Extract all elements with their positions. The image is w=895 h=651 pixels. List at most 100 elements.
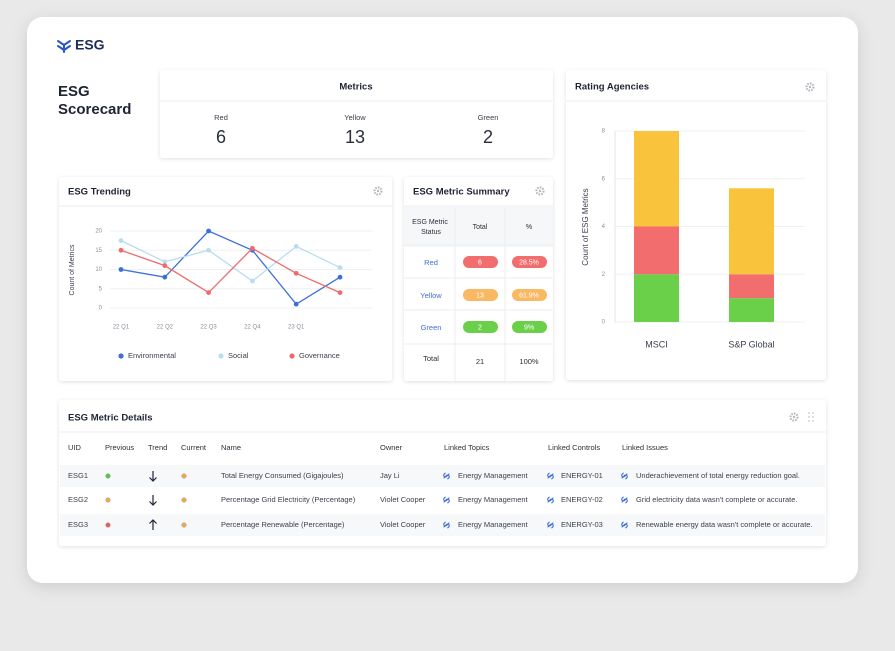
metric-name: Total Energy Consumed (Gigajoules) <box>221 471 344 480</box>
linked-control: ENERGY-01 <box>561 471 603 480</box>
link-icon-part <box>547 496 554 502</box>
linked-issue: Grid electricity data wasn't complete or… <box>636 495 798 504</box>
link-icon-part <box>547 521 554 527</box>
drag-handle <box>808 412 810 414</box>
link-icon-part <box>443 498 450 504</box>
count-pill <box>463 256 498 268</box>
table-header-bg <box>404 207 553 247</box>
table-header: Current <box>181 443 207 452</box>
logo-icon <box>57 40 71 53</box>
link-icon-part <box>547 523 554 529</box>
y-tick-label: 15 <box>95 248 102 254</box>
link-icon-part <box>547 474 554 480</box>
settings-icon <box>373 186 383 196</box>
status-label: Red <box>424 258 438 267</box>
drag-handle <box>808 416 810 418</box>
metric-name: Percentage Grid Electricity (Percentage) <box>221 495 356 504</box>
card-title: ESG Metric Details <box>68 413 152 424</box>
y-axis-label: Count of ESG Metrics <box>581 188 590 265</box>
bar-segment <box>729 188 774 275</box>
percent-value: 9% <box>524 324 534 331</box>
table-header: Linked Controls <box>548 443 600 452</box>
data-point <box>162 259 168 265</box>
card-title: ESG Trending <box>68 187 131 198</box>
table-header: Owner <box>380 443 403 452</box>
bar-segment <box>634 226 679 275</box>
percent-pill <box>512 289 547 301</box>
series-line <box>120 230 341 306</box>
count-value: 2 <box>478 324 482 331</box>
y-tick-label: 0 <box>99 306 103 312</box>
data-point <box>118 247 124 253</box>
table-header: Linked Topics <box>444 443 490 452</box>
data-point <box>337 265 343 270</box>
count-pill <box>463 321 498 333</box>
data-point <box>162 263 168 269</box>
link-icon-part <box>547 498 554 504</box>
percent-pill <box>512 256 547 268</box>
uid: ESG2 <box>68 495 88 504</box>
y-axis-label: Count of Metrics <box>69 244 76 295</box>
current-status <box>181 473 187 479</box>
link-icon <box>547 521 554 529</box>
legend-label: Governance <box>299 351 340 360</box>
metric-label: Green <box>478 113 499 122</box>
total-value: 21 <box>476 357 484 366</box>
settings-icon <box>805 82 815 92</box>
owner: Violet Cooper <box>380 520 426 529</box>
owner: Jay Li <box>380 471 400 480</box>
link-icon <box>547 472 554 480</box>
link-icon <box>443 472 450 480</box>
x-tick-label: S&P Global <box>728 339 774 349</box>
linked-topic: Energy Management <box>458 495 529 504</box>
card-title: Rating Agencies <box>575 82 649 93</box>
table-header: Previous <box>105 443 134 452</box>
row-bg <box>60 465 825 487</box>
linked-topic: Energy Management <box>458 471 529 480</box>
settings-icon-center <box>808 85 812 89</box>
drag-handle <box>812 416 814 418</box>
trend-arrow <box>149 495 157 506</box>
linked-issue: Underachievement of total energy reducti… <box>636 471 800 480</box>
data-point <box>250 278 255 284</box>
percent-value: 61.9% <box>519 292 539 299</box>
table-header: % <box>526 224 532 231</box>
data-point <box>293 270 299 276</box>
row-bg <box>60 489 825 511</box>
drag-handle <box>808 420 810 422</box>
data-point <box>118 267 124 272</box>
linked-topic: Energy Management <box>458 520 529 529</box>
x-tick-label: 23 Q1 <box>288 325 305 331</box>
card-title: ESG Metric Summary <box>413 187 510 198</box>
count-value: 13 <box>476 292 484 299</box>
y-tick-label: 0 <box>602 320 606 326</box>
data-point <box>337 290 343 295</box>
drag-handle <box>812 412 814 414</box>
link-icon <box>443 496 450 504</box>
data-point <box>206 290 212 295</box>
trend-arrow <box>149 519 157 530</box>
bar-segment <box>729 274 774 299</box>
metric-label: Yellow <box>344 113 366 122</box>
linked-control: ENERGY-02 <box>561 495 603 504</box>
y-tick-label: 6 <box>602 176 606 182</box>
x-tick-label: 22 Q2 <box>157 325 174 331</box>
x-tick-label: 22 Q3 <box>200 325 217 331</box>
uid: ESG3 <box>68 520 88 529</box>
settings-icon-center <box>792 415 796 419</box>
link-icon-part <box>621 472 628 478</box>
metric-value: 6 <box>216 127 226 147</box>
data-point <box>206 228 212 234</box>
bar-segment <box>634 274 679 322</box>
data-point <box>337 274 343 280</box>
y-tick-label: 5 <box>99 286 103 292</box>
table-header: ESG Metric Status <box>412 219 450 236</box>
status-label: Green <box>421 323 442 332</box>
link-icon-part <box>443 474 450 480</box>
metric-value: 2 <box>483 127 493 147</box>
y-tick-label: 2 <box>602 272 606 278</box>
link-icon-part <box>443 521 450 527</box>
previous-status <box>105 522 111 528</box>
rating-card <box>566 70 826 380</box>
